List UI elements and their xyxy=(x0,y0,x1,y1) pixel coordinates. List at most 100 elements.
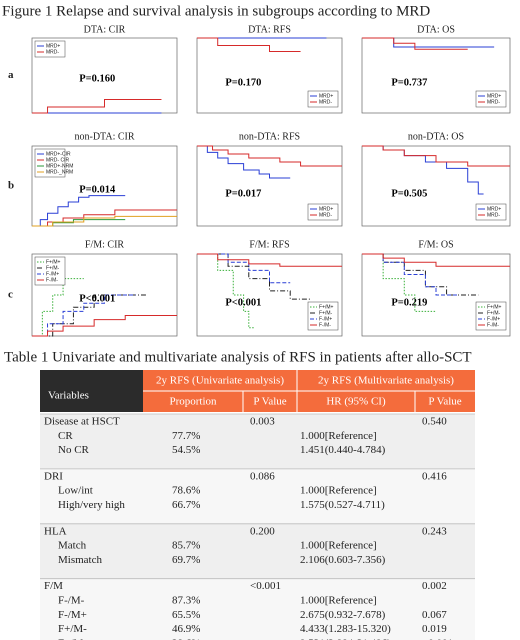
table-cell: 0.003 xyxy=(250,416,275,428)
table-cell: 1.000[Reference] xyxy=(300,485,377,497)
row-label: c xyxy=(8,289,13,301)
p-value: P<0.001 xyxy=(79,294,115,305)
header-dark xyxy=(40,370,143,412)
legend-label: F+/M- xyxy=(46,265,60,271)
row-label: F-/M+ xyxy=(58,609,87,621)
legend-label: F+/M- xyxy=(487,310,501,316)
legend-label: F+/M- xyxy=(319,310,333,316)
legend-label: MRD-_NRM xyxy=(46,169,73,175)
table-cell: 69.7% xyxy=(172,554,200,566)
table-cell: 0.540 xyxy=(422,416,447,428)
table-cell: 1.451(0.440-4.784) xyxy=(300,444,386,456)
legend-label: MRD+ xyxy=(319,206,333,212)
table-cell: 4.433(1.283-15.320) xyxy=(300,623,391,635)
legend-label: MRD+ xyxy=(46,43,60,49)
plot-frame xyxy=(31,253,178,337)
p-value: P=0.737 xyxy=(391,77,427,88)
group-band xyxy=(40,414,475,469)
curve xyxy=(362,253,479,296)
curve xyxy=(362,37,468,50)
row-label: DRI xyxy=(44,470,63,482)
legend-box xyxy=(307,203,339,221)
p-value: P=0.219 xyxy=(391,298,427,309)
plot-frame xyxy=(361,37,511,114)
plot-frame xyxy=(361,145,511,227)
header-cell: Proportion xyxy=(169,396,217,408)
curve xyxy=(197,253,291,284)
curve xyxy=(362,253,458,296)
table-cell: 0.019 xyxy=(422,623,447,635)
legend-box xyxy=(475,90,507,108)
curve xyxy=(197,253,311,300)
panel-title: DTA: RFS xyxy=(248,24,291,35)
curve xyxy=(32,215,177,227)
legend-label: MRD+ xyxy=(319,93,333,99)
panel-title: F/M: CIR xyxy=(85,239,125,250)
p-value: P=0.160 xyxy=(79,74,115,85)
curve xyxy=(32,195,126,227)
curve xyxy=(32,294,146,337)
table-cell: 2.106(0.603-7.356) xyxy=(300,554,386,566)
header-cell: P Value xyxy=(253,396,286,408)
legend-label: F-/M- xyxy=(46,277,58,283)
p-value: P<0.001 xyxy=(225,298,261,309)
legend-label: MRD- xyxy=(319,99,332,105)
table-cell: 0.067 xyxy=(422,609,447,621)
legend-box xyxy=(307,90,339,108)
panel-title: DTA: OS xyxy=(417,24,455,35)
legend-label: F-/M+ xyxy=(319,316,332,322)
table-cell: 46.9% xyxy=(172,623,200,635)
table-title: Table 1 Univariate and multivariate anal… xyxy=(4,349,472,365)
legend-label: F-/M- xyxy=(487,322,499,328)
curve xyxy=(197,145,291,179)
row-label: F/M xyxy=(44,580,63,592)
plot-frame xyxy=(361,253,511,337)
table-cell: 66.7% xyxy=(172,499,200,511)
table-cell: 0.086 xyxy=(250,470,275,482)
row-label: b xyxy=(8,180,14,192)
table-cell: 0.243 xyxy=(422,525,447,537)
panel-title: non-DTA: RFS xyxy=(239,131,300,142)
legend-box xyxy=(475,203,507,221)
panel-title: DTA: CIR xyxy=(84,24,126,35)
table-cell: 78.6% xyxy=(172,485,200,497)
legend-label: F+/M+ xyxy=(487,304,502,310)
legend-label: MRD+-NRM xyxy=(46,163,73,169)
legend-label: MRD+ xyxy=(487,93,501,99)
header-cell: 2y RFS (Univariate analysis) xyxy=(156,375,284,387)
legend-label: MRD- xyxy=(487,212,500,218)
group-band xyxy=(40,578,475,640)
header-cell: Variables xyxy=(48,390,89,402)
plot-frame xyxy=(196,145,343,227)
panel-title: F/M: OS xyxy=(418,239,453,250)
panel-title: non-DTA: CIR xyxy=(74,131,134,142)
table-cell: 1.000[Reference] xyxy=(300,430,377,442)
table-cell: 77.7% xyxy=(172,430,200,442)
table-cell: 2.675(0.932-7.678) xyxy=(300,609,386,621)
group-band xyxy=(40,468,475,524)
row-label: High/very high xyxy=(58,499,125,511)
curve xyxy=(197,145,342,167)
row-label: F+/M+ xyxy=(58,637,89,640)
table-cell: 9.531(2.884-31.496) xyxy=(300,637,391,640)
legend-label: F+/M+ xyxy=(319,304,334,310)
table-cell: 0.416 xyxy=(422,470,447,482)
panel-title: non-DTA: OS xyxy=(408,131,464,142)
curve xyxy=(32,219,126,227)
curve xyxy=(197,253,342,267)
legend-label: F+/M+ xyxy=(46,259,61,265)
table-cell: 85.7% xyxy=(172,540,200,552)
legend-label: MRD- xyxy=(319,212,332,218)
row-label: F-/M- xyxy=(58,595,85,607)
legend-label: MRD- xyxy=(487,99,500,105)
legend-label: MRD+ xyxy=(487,206,501,212)
plot-frame xyxy=(31,145,178,227)
panel-title: F/M: RFS xyxy=(249,239,289,250)
table-cell: 0.200 xyxy=(250,525,275,537)
legend-label: F-/M- xyxy=(319,322,331,328)
table-cell: 65.5% xyxy=(172,609,200,621)
legend-label: MRD- CIR xyxy=(46,157,69,163)
plot-frame xyxy=(196,253,343,337)
table-cell: 87.3% xyxy=(172,595,200,607)
